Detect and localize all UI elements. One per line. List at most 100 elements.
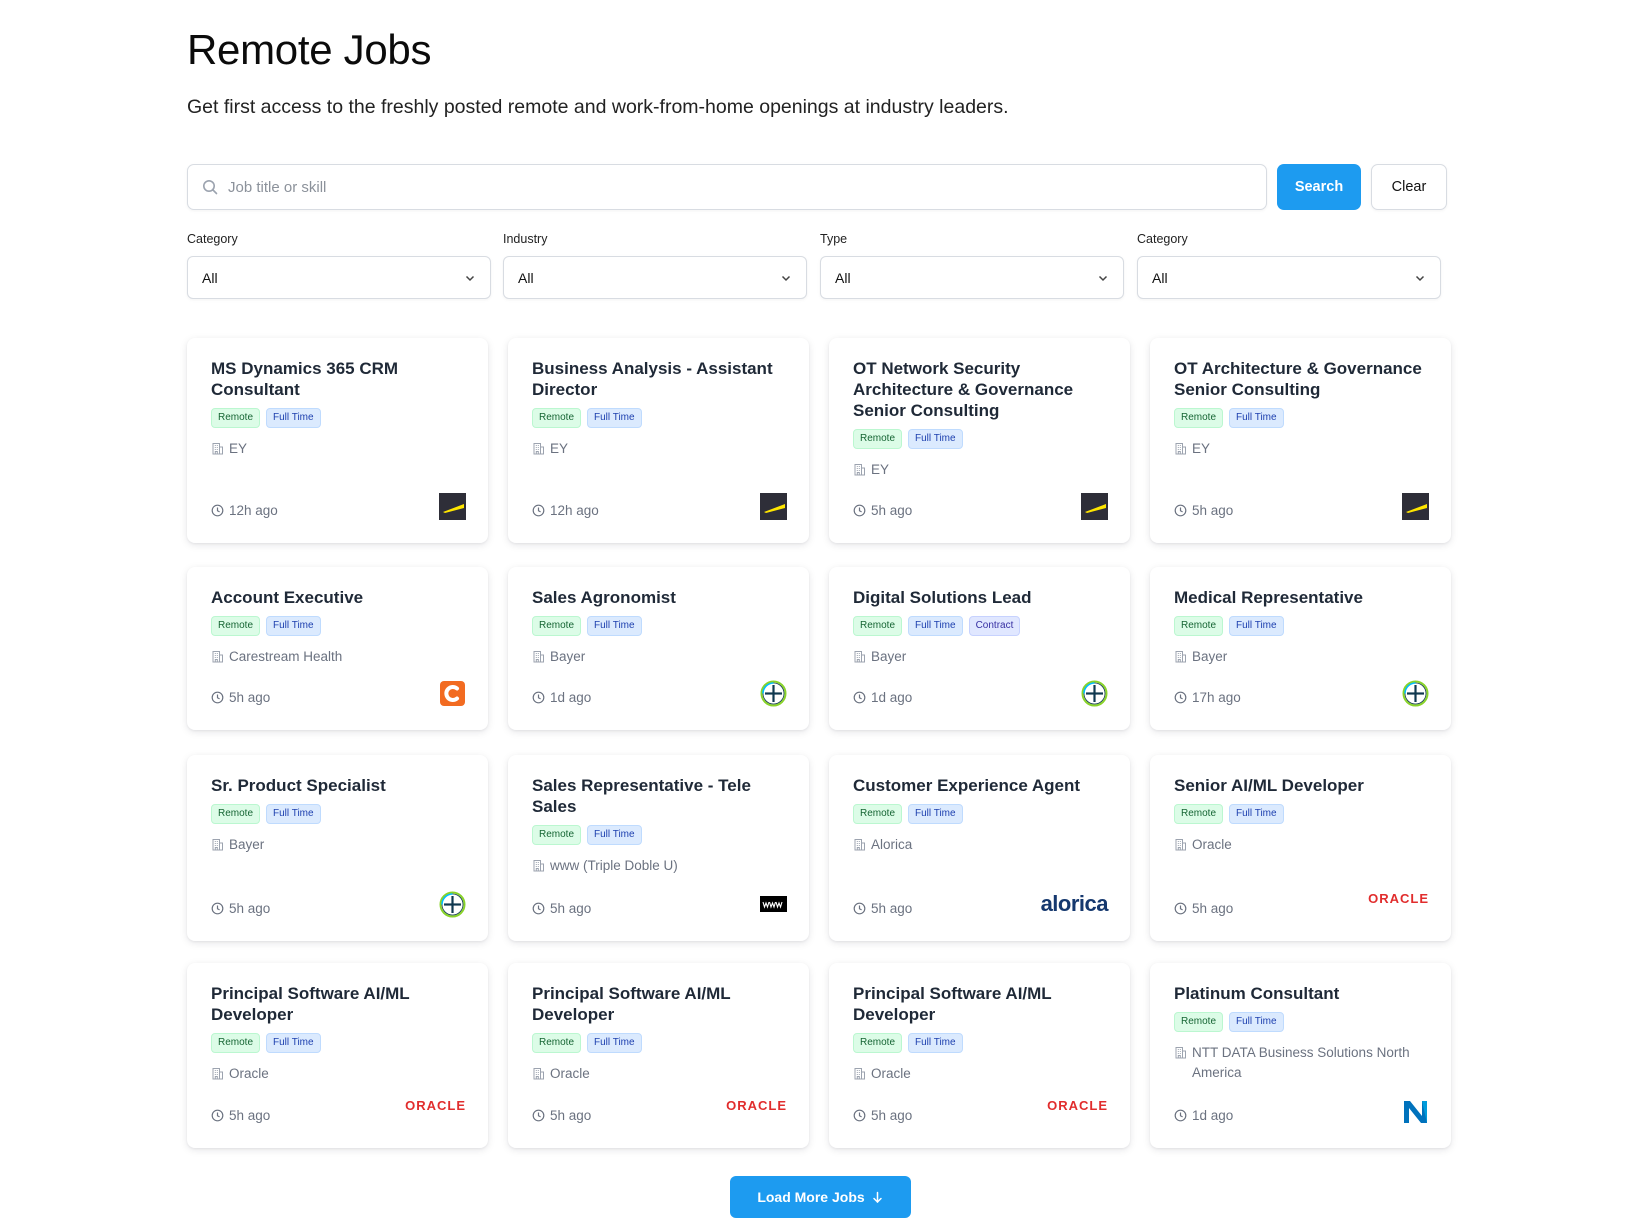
posted-time: 5h ago xyxy=(211,901,270,916)
category-select-2[interactable]: All xyxy=(1137,256,1441,299)
posted-time: 5h ago xyxy=(1174,901,1233,916)
badge-full-time: Full Time xyxy=(1229,616,1284,636)
job-tags: Remote Full Time xyxy=(532,1033,642,1053)
clock-icon xyxy=(532,902,545,915)
clock-icon xyxy=(853,691,866,704)
load-more-button[interactable]: Load More Jobs xyxy=(730,1176,911,1218)
job-card[interactable]: Digital Solutions Lead Remote Full Time Con… xyxy=(829,567,1130,730)
company: Bayer xyxy=(1174,647,1431,667)
job-card[interactable]: Principal Software AI/ML Developer Remote… xyxy=(187,963,488,1148)
ey-logo xyxy=(1081,492,1108,520)
company-name: NTT DATA Business Solutions North Americ… xyxy=(1192,1045,1410,1080)
search-button[interactable]: Search xyxy=(1277,164,1361,210)
filter-industry: Industry All xyxy=(503,232,807,299)
badge-full-time: Full Time xyxy=(266,1033,321,1053)
ey-logo xyxy=(760,492,787,520)
industry-select[interactable]: All xyxy=(503,256,807,299)
job-title[interactable]: OT Architecture & Governance Senior Cons… xyxy=(1174,359,1422,399)
job-card[interactable]: Principal Software AI/ML Developer Remote… xyxy=(829,963,1130,1148)
job-card[interactable]: Senior AI/ML Developer Remote Full Time Ora… xyxy=(1150,755,1451,941)
job-title[interactable]: OT Network Security Architecture & Gover… xyxy=(853,359,1074,420)
job-title[interactable]: Senior AI/ML Developer xyxy=(1174,776,1364,795)
badge-remote: Remote xyxy=(211,408,261,428)
company: Bayer xyxy=(211,835,468,855)
job-card[interactable]: Customer Experience Agent Remote Full Time… xyxy=(829,755,1130,941)
clock-icon xyxy=(211,902,224,915)
company: EY xyxy=(853,460,1110,480)
job-tags: Remote Full Time xyxy=(532,616,642,636)
job-card[interactable]: OT Architecture & Governance Senior Cons… xyxy=(1150,338,1451,543)
job-card[interactable]: Business Analysis - Assistant Director Re… xyxy=(508,338,809,543)
building-icon xyxy=(1174,650,1187,663)
bayer-logo xyxy=(1081,680,1108,707)
company-name: EY xyxy=(1192,441,1211,456)
job-title[interactable]: Medical Representative xyxy=(1174,588,1363,607)
posted-time-text: 5h ago xyxy=(229,1108,271,1123)
job-title[interactable]: Digital Solutions Lead xyxy=(853,588,1032,607)
job-title[interactable]: Customer Experience Agent xyxy=(853,776,1081,795)
badge-contract: Contract xyxy=(968,616,1021,636)
job-title[interactable]: Sales Agronomist xyxy=(532,588,676,607)
oracle-logo: ORACLE xyxy=(405,1097,466,1113)
job-title[interactable]: Account Executive xyxy=(211,588,364,607)
select-value: All xyxy=(1152,269,1168,286)
posted-time-text: 5h ago xyxy=(1192,503,1234,518)
job-tags: Remote Full Time xyxy=(853,804,963,824)
building-icon xyxy=(211,442,224,455)
posted-time-text: 1d ago xyxy=(871,690,913,705)
type-select[interactable]: All xyxy=(820,256,1124,299)
job-title[interactable]: Principal Software AI/ML Developer xyxy=(211,984,410,1024)
job-title[interactable]: Sales Representative - Tele Sales xyxy=(532,776,751,816)
badge-remote: Remote xyxy=(532,408,582,428)
clear-button[interactable]: Clear xyxy=(1371,164,1447,210)
job-tags: Remote Full Time Contract xyxy=(853,616,1021,636)
company-name: Oracle xyxy=(871,1066,911,1081)
job-card[interactable]: Principal Software AI/ML Developer Remote… xyxy=(508,963,809,1148)
oracle-logo: ORACLE xyxy=(1368,890,1429,906)
posted-time: 17h ago xyxy=(1174,690,1241,705)
badge-full-time: Full Time xyxy=(1229,804,1284,824)
job-card[interactable]: Medical Representative Remote Full Time Bay… xyxy=(1150,567,1451,730)
company: Alorica xyxy=(853,835,1110,855)
posted-time: 1d ago xyxy=(853,690,912,705)
posted-time-text: 5h ago xyxy=(871,503,913,518)
posted-time: 5h ago xyxy=(853,901,912,916)
chevron-down-icon xyxy=(1414,272,1426,284)
job-card[interactable]: Sales Representative - Tele Sales Remote F… xyxy=(508,755,809,941)
badge-remote: Remote xyxy=(853,1033,903,1053)
company: Oracle xyxy=(532,1064,789,1084)
job-title[interactable]: MS Dynamics 365 CRM Consultant xyxy=(211,359,399,399)
job-card[interactable]: Sales Agronomist Remote Full Time Bayer 1d a… xyxy=(508,567,809,730)
company-name: EY xyxy=(871,462,890,477)
badge-full-time: Full Time xyxy=(266,804,321,824)
posted-time: 5h ago xyxy=(1174,503,1233,518)
job-tags: Remote Full Time xyxy=(211,1033,321,1053)
job-tags: Remote Full Time xyxy=(853,1033,963,1053)
search-input[interactable] xyxy=(218,165,1266,209)
badge-remote: Remote xyxy=(1174,1012,1224,1032)
job-title[interactable]: Business Analysis - Assistant Director xyxy=(532,359,773,399)
posted-time-text: 5h ago xyxy=(550,901,592,916)
company-name: Bayer xyxy=(229,837,265,852)
job-title[interactable]: Platinum Consultant xyxy=(1174,984,1340,1003)
job-tags: Remote Full Time xyxy=(1174,1012,1284,1032)
category-select[interactable]: All xyxy=(187,256,491,299)
building-icon xyxy=(532,859,545,872)
filter-label: Industry xyxy=(503,232,548,246)
select-value: All xyxy=(202,269,218,286)
job-title[interactable]: Sr. Product Specialist xyxy=(211,776,386,795)
company-name: Carestream Health xyxy=(229,649,343,664)
posted-time: 5h ago xyxy=(211,1108,270,1123)
job-card[interactable]: Platinum Consultant Remote Full Time NTT DA… xyxy=(1150,963,1451,1148)
job-title[interactable]: Principal Software AI/ML Developer xyxy=(532,984,731,1024)
job-card[interactable]: Account Executive Remote Full Time Carestre… xyxy=(187,567,488,730)
www-logo xyxy=(760,896,787,912)
job-card[interactable]: MS Dynamics 365 CRM Consultant Remote Full… xyxy=(187,338,488,543)
company: Carestream Health xyxy=(211,647,468,667)
badge-remote: Remote xyxy=(532,825,582,845)
job-card[interactable]: Sr. Product Specialist Remote Full Time Bay… xyxy=(187,755,488,941)
posted-time-text: 1d ago xyxy=(1192,1108,1234,1123)
job-card[interactable]: OT Network Security Architecture & Gover… xyxy=(829,338,1130,543)
job-title[interactable]: Principal Software AI/ML Developer xyxy=(853,984,1052,1024)
alorica-logo: alorica xyxy=(1040,890,1109,916)
